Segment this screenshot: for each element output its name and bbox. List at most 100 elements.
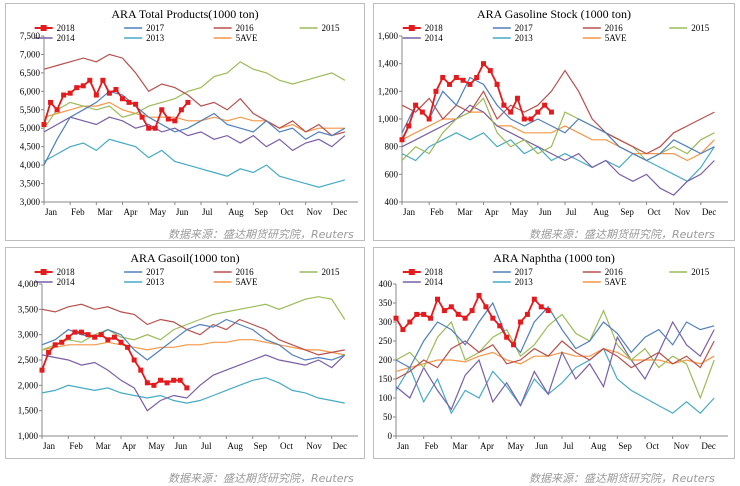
legend-label: 2017 [515,23,534,33]
series-line-2017 [401,76,715,162]
x-tick-label: Dec [702,207,717,217]
series-line-2014 [41,354,346,412]
y-tick-label: 250 [379,336,393,346]
y-tick-label: 1,400 [378,59,399,69]
series-point-2018 [158,377,163,383]
y-tick-label: 600 [385,169,399,179]
legend-label: 2013 [515,277,534,287]
source-note: 数据来源：盛达期货研究院，Reuters [529,472,715,485]
chart-title: ARA Gasoline Stock (1000 ton) [477,7,631,21]
legend-label: 2018 [57,267,76,277]
x-tick-label: Oct [646,441,659,451]
x-tick-label: Jul [202,207,213,217]
x-tick-label: Jul [201,441,212,451]
series-point-2018 [98,332,104,338]
series-line-2016 [401,69,715,155]
series-point-2018 [538,304,544,310]
series-point-2018 [508,109,514,115]
series-point-2018 [469,308,475,314]
y-tick-label: 1,000 [18,431,39,441]
y-tick-label: 200 [379,355,393,365]
series-point-2018 [414,311,420,317]
x-tick-label: Nov [675,207,691,217]
series-line-2014 [395,320,715,411]
series-point-2018 [399,137,405,143]
series-point-2018 [494,81,500,87]
series-point-2018 [524,311,530,317]
series-point-2018 [433,88,439,94]
series-point-2018 [448,304,454,310]
series-line-2015 [43,61,346,129]
series-point-2018 [548,109,554,115]
series-point-2018 [46,349,52,355]
series-point-2018 [535,109,541,115]
legend-label: 2014 [57,277,76,287]
series-point-2018 [531,296,537,302]
x-tick-label: Jan [397,441,409,451]
series-line-5AVE [395,347,715,372]
chart-panel-naphtha: ARA Naphtha (1000 ton) 2018 2017 2016 2015 20… [373,247,735,459]
x-tick-label: Aug [227,441,243,451]
series-point-2018 [125,344,131,350]
series-line-2015 [41,296,346,351]
x-tick-label: Oct [280,441,293,451]
series-point-2018 [151,382,157,388]
x-tick-label: Nov [307,207,323,217]
y-tick-label: 1,600 [378,31,399,41]
series-point-2018 [93,92,99,98]
series-point-2018 [177,377,183,383]
x-tick-label: Jul [566,207,577,217]
y-tick-label: 3,000 [18,330,39,340]
series-point-2018 [80,83,86,89]
y-tick-label: 400 [385,197,399,207]
series-point-2018 [67,90,73,96]
legend-label: 2016 [236,267,255,277]
chart-title: ARA Gasoil(1000 ton) [130,251,239,265]
x-tick-label: Jan [43,441,55,451]
chart-title: ARA Naphtha (1000 ton) [493,251,615,265]
series-point-2018 [113,86,119,92]
x-tick-label: Oct [648,207,661,217]
x-tick-label: May [512,207,529,217]
series-point-2018 [542,102,548,108]
legend-label: 2018 [425,267,444,277]
series-point-2018 [146,125,152,131]
legend-label: 2017 [146,23,165,33]
series-point-2018 [59,339,65,345]
x-tick-label: Mar [452,441,467,451]
legend-marker [408,269,415,275]
legend-label: 2016 [605,23,624,33]
x-tick-label: Feb [425,441,439,451]
legend-label: 2018 [57,23,76,33]
legend-label: 2014 [425,33,444,43]
y-tick-label: 1,200 [378,86,399,96]
series-line-2017 [41,318,346,361]
series-point-2018 [139,114,145,120]
x-tick-label: Apr [485,207,499,217]
series-point-2018 [172,118,178,124]
series-point-2018 [48,99,54,105]
series-line-2016 [43,53,346,137]
x-tick-label: Nov [306,441,322,451]
y-tick-label: 0 [388,431,393,441]
source-note: 数据来源：盛达期货研究院，Reuters [529,228,715,241]
y-tick-label: 4,000 [18,279,39,289]
y-tick-label: 100 [379,393,393,403]
series-line-2016 [395,340,715,380]
series-point-2018 [406,123,412,129]
legend-label: 2015 [322,267,341,277]
series-point-2018 [426,116,432,122]
series-point-2018 [171,377,177,383]
source-note: 数据来源：盛达期货研究院，Reuters [168,228,354,241]
y-tick-label: 4,000 [20,160,41,170]
series-point-2018 [100,77,106,83]
series-point-2018 [74,85,80,91]
y-tick-label: 5,500 [20,105,41,115]
series-point-2018 [419,109,425,115]
series-point-2018 [435,296,440,302]
chart-panel-gasoline: ARA Gasoline Stock (1000 ton) 2018 2017 201… [373,3,735,241]
series-point-2018 [462,315,468,321]
series-point-2018 [528,116,534,122]
series-point-2018 [138,367,144,373]
series-point-2018 [92,334,98,340]
